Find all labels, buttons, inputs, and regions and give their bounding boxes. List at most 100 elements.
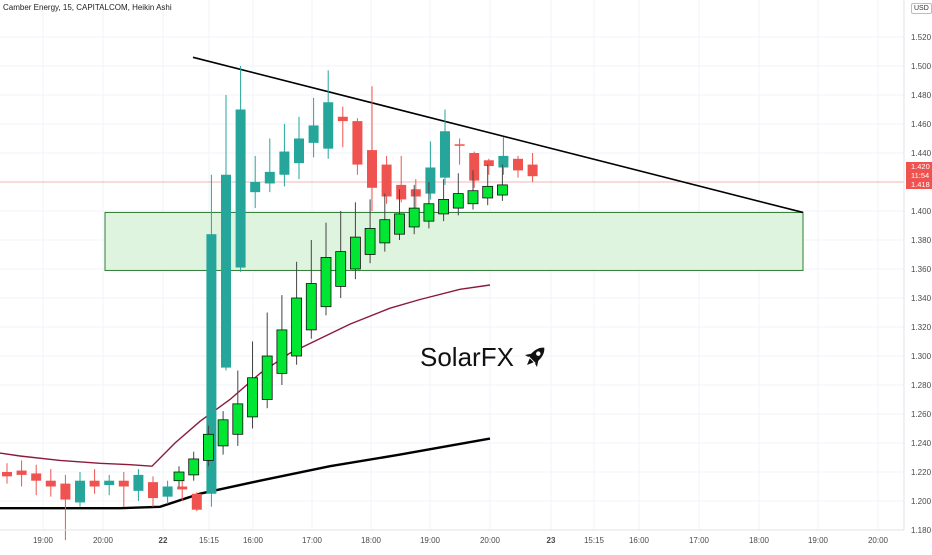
price-tick-label: 1.460 — [911, 120, 932, 129]
resistance-trendline — [192, 56, 804, 214]
candle-body — [75, 480, 85, 503]
candle-body — [440, 131, 450, 178]
candle-body — [206, 234, 217, 494]
ma-line — [0, 284, 491, 467]
countdown-tag: 11:54 — [911, 171, 929, 180]
brand-text: SolarFX — [420, 341, 514, 372]
ha-close-tag-bg — [906, 180, 932, 189]
price-tick-label: 1.500 — [911, 62, 932, 71]
price-tick-label: 1.260 — [911, 410, 932, 419]
time-tick-label: 19:00 — [33, 536, 54, 545]
candle-body — [305, 283, 317, 331]
price-tick-label: 1.280 — [911, 381, 932, 390]
ha-close-tag: 1.418 — [911, 180, 930, 189]
candle-body — [396, 184, 407, 200]
candle-body — [133, 474, 144, 491]
candle-body — [250, 182, 261, 193]
price-tick-label: 1.400 — [911, 207, 932, 216]
support-trendline — [0, 437, 491, 510]
price-tick-label: 1.480 — [911, 91, 932, 100]
candle-body — [60, 483, 71, 500]
candle-body — [279, 151, 290, 175]
time-tick-label: 18:00 — [361, 536, 382, 545]
candle-body — [498, 155, 509, 168]
price-tick-label: 1.320 — [911, 323, 932, 332]
price-tick-label: 1.220 — [911, 468, 932, 477]
candle-body — [423, 203, 435, 222]
candle-body — [247, 377, 258, 418]
candle-body — [308, 125, 319, 143]
price-tick-label: 1.200 — [911, 497, 932, 506]
candle-body — [191, 493, 202, 510]
time-tick-label: 20:00 — [868, 536, 889, 545]
candle-body — [2, 472, 12, 477]
candle-body — [323, 102, 334, 149]
candle-body — [89, 480, 100, 487]
candle-body — [381, 164, 392, 197]
symbol-title: Camber Energy, 15, CAPITALCOM, Heikin As… — [3, 3, 172, 12]
candle-body — [513, 158, 523, 171]
time-tick-label: 19:00 — [808, 536, 829, 545]
price-tick-label: 1.380 — [911, 236, 932, 245]
candle-body — [394, 213, 405, 235]
time-tick-label: 23 — [547, 536, 556, 545]
candle-body — [45, 480, 56, 487]
brand-watermark: SolarFX — [420, 340, 550, 374]
candle-body — [264, 171, 275, 184]
candle-body — [16, 470, 27, 475]
candle-body — [202, 433, 214, 461]
candle-body — [367, 150, 377, 188]
candle-body — [364, 227, 376, 255]
candle-body — [294, 138, 304, 164]
grid-lines — [0, 0, 904, 531]
candle-body — [276, 329, 288, 374]
price-tick-label: 1.360 — [911, 265, 932, 274]
candle-body — [452, 193, 464, 209]
candle-body — [177, 486, 188, 490]
time-tick-label: 19:00 — [420, 536, 441, 545]
candle-body — [469, 153, 480, 181]
candle-body — [467, 190, 479, 205]
candle-body — [221, 174, 231, 368]
candle-body — [438, 198, 450, 215]
price-tick-label: 1.300 — [911, 352, 932, 361]
price-tick-label: 1.520 — [911, 33, 932, 42]
time-axis[interactable]: 19:00 20:00 22 15:15 16:00 17:00 18:00 19:00 20:… — [0, 529, 904, 545]
indicator-lines — [0, 56, 904, 510]
candle-body — [335, 251, 347, 287]
price-tick-label: 1.340 — [911, 294, 932, 303]
candle-body — [31, 473, 42, 481]
candle-body — [410, 189, 421, 197]
candle-body — [483, 160, 494, 167]
candle-body — [148, 482, 158, 499]
candle-body — [425, 167, 436, 194]
candle-body — [408, 207, 420, 228]
time-tick-label: 22 — [159, 536, 168, 545]
currency-button[interactable]: USD — [911, 3, 932, 14]
time-tick-label: 17:00 — [689, 536, 710, 545]
rocket-icon — [524, 347, 545, 367]
price-tick-label: 1.440 — [911, 149, 932, 158]
time-tick-label: 15:15 — [584, 536, 605, 545]
price-axis[interactable]: 1.1601.1801.2001.2201.2401.2601.2801.300… — [903, 0, 932, 550]
candle-body — [527, 164, 538, 177]
candle-body — [337, 116, 348, 122]
time-tick-label: 17:00 — [302, 536, 323, 545]
time-tick-label: 16:00 — [629, 536, 650, 545]
price-tick-label: 1.240 — [911, 439, 932, 448]
candle-body — [232, 403, 244, 435]
candle-body — [188, 458, 200, 476]
candle-body — [217, 419, 229, 447]
candle-body — [496, 184, 508, 196]
candles — [2, 66, 538, 541]
candle-body — [291, 297, 303, 357]
current-price-tag: 1.420 — [911, 162, 930, 171]
candle-body — [454, 144, 465, 146]
candle-body — [349, 236, 361, 270]
countdown-tag-bg — [906, 171, 932, 180]
candle-body — [482, 185, 494, 199]
candle-body — [235, 109, 246, 268]
